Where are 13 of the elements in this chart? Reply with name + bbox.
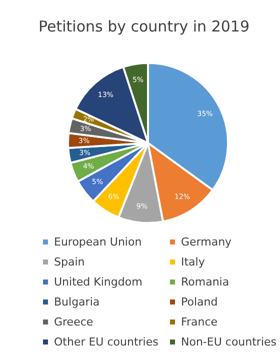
legend-label: France <box>181 316 218 328</box>
legend-label: Romania <box>181 276 230 288</box>
legend-label: Italy <box>181 256 206 268</box>
legend-label: Non-EU countries <box>181 336 277 348</box>
legend-label: European Union <box>54 236 142 248</box>
chart-title: Petitions by country in 2019 <box>38 18 250 36</box>
legend-label: Germany <box>181 236 232 248</box>
legend-label: Spain <box>54 256 85 268</box>
legend-label: Greece <box>54 316 94 328</box>
legend-label: United Kingdom <box>54 276 142 288</box>
legend-label: Other EU countries <box>54 336 159 348</box>
legend-label: Poland <box>181 296 218 308</box>
legend-label: Bulgaria <box>54 296 100 308</box>
